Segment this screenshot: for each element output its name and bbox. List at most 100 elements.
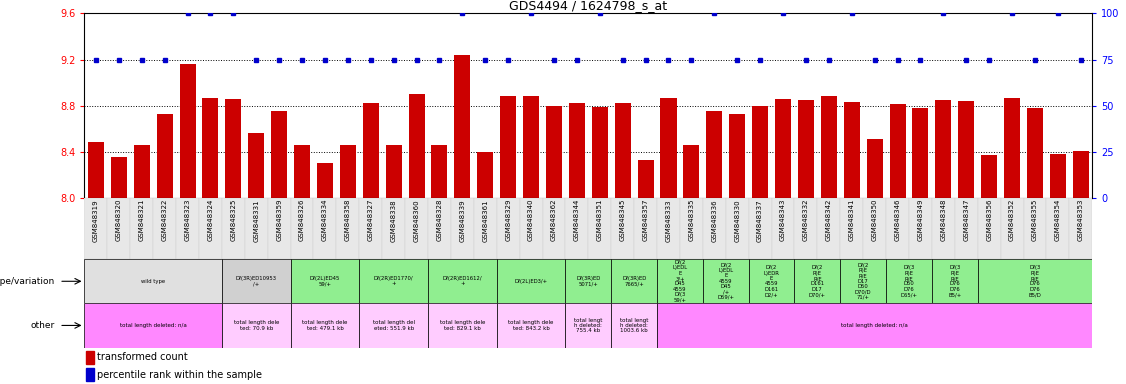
Text: GSM848356: GSM848356: [986, 199, 992, 242]
Text: GSM848336: GSM848336: [712, 199, 717, 242]
Bar: [244, 198, 268, 259]
Bar: [589, 198, 611, 259]
Bar: [84, 259, 222, 303]
Bar: [680, 198, 703, 259]
Bar: [821, 96, 837, 198]
Bar: [817, 198, 840, 259]
Bar: [340, 145, 356, 198]
Text: GSM848319: GSM848319: [93, 199, 99, 242]
Text: Df(2
L)EDL
E
3/+
D45
4559
Df(3
59/+: Df(2 L)EDL E 3/+ D45 4559 Df(3 59/+: [672, 260, 688, 303]
Bar: [611, 259, 658, 303]
Bar: [1001, 198, 1024, 259]
Bar: [565, 303, 611, 348]
Text: transformed count: transformed count: [97, 353, 188, 362]
Bar: [592, 107, 608, 198]
Text: Df(3
R)E
R/E
D76
D76
B5/+: Df(3 R)E R/E D76 D76 B5/+: [948, 265, 962, 297]
Text: GSM848328: GSM848328: [437, 199, 443, 242]
Text: GSM848357: GSM848357: [643, 199, 649, 242]
Bar: [428, 198, 450, 259]
Bar: [497, 198, 519, 259]
Bar: [1070, 198, 1092, 259]
Bar: [749, 259, 795, 303]
Bar: [1049, 154, 1066, 198]
Bar: [658, 198, 680, 259]
Text: GSM848348: GSM848348: [940, 199, 946, 242]
Bar: [795, 259, 840, 303]
Bar: [843, 102, 860, 198]
Text: percentile rank within the sample: percentile rank within the sample: [97, 369, 262, 379]
Text: GSM848350: GSM848350: [872, 199, 877, 242]
Bar: [248, 133, 265, 198]
Bar: [363, 103, 378, 198]
Text: Df(2
L)EDL
E
4559
D45
/+
D59/+: Df(2 L)EDL E 4559 D45 /+ D59/+: [717, 263, 734, 300]
Bar: [1073, 151, 1089, 198]
Bar: [932, 259, 977, 303]
Bar: [864, 198, 886, 259]
Text: GSM848341: GSM848341: [849, 199, 855, 242]
Text: GSM848349: GSM848349: [918, 199, 923, 242]
Text: GSM848320: GSM848320: [116, 199, 122, 242]
Bar: [84, 198, 107, 259]
Bar: [977, 259, 1092, 303]
Bar: [730, 114, 745, 198]
Bar: [382, 198, 405, 259]
Bar: [153, 198, 176, 259]
Text: GSM848353: GSM848353: [1078, 199, 1083, 242]
Text: GSM848362: GSM848362: [551, 199, 557, 242]
Bar: [958, 101, 974, 198]
Bar: [87, 351, 93, 364]
Text: GSM848342: GSM848342: [825, 199, 832, 242]
Text: GSM848359: GSM848359: [276, 199, 283, 242]
Bar: [313, 198, 337, 259]
Text: GSM848345: GSM848345: [619, 199, 626, 242]
Bar: [428, 259, 497, 303]
Bar: [775, 99, 792, 198]
Text: wild type: wild type: [141, 279, 166, 284]
Text: GSM848338: GSM848338: [391, 199, 396, 242]
Text: GSM848322: GSM848322: [162, 199, 168, 242]
Text: Df(3R)ED
7665/+: Df(3R)ED 7665/+: [622, 276, 646, 286]
Text: Df(3R)ED
5071/+: Df(3R)ED 5071/+: [577, 276, 600, 286]
Bar: [84, 303, 222, 348]
Bar: [981, 155, 998, 198]
Bar: [1027, 108, 1043, 198]
Text: Df(3
R)E
R/E
D76
D76
B5/D: Df(3 R)E R/E D76 D76 B5/D: [1028, 265, 1042, 297]
Bar: [199, 198, 222, 259]
Text: GSM848331: GSM848331: [253, 199, 259, 242]
Bar: [886, 259, 932, 303]
Bar: [565, 198, 589, 259]
Text: Df(2R)ED1612/
+: Df(2R)ED1612/ +: [443, 276, 482, 286]
Bar: [658, 259, 703, 303]
Bar: [637, 160, 653, 198]
Bar: [867, 139, 883, 198]
Bar: [268, 198, 291, 259]
Bar: [706, 111, 722, 198]
Text: GSM848354: GSM848354: [1055, 199, 1061, 242]
Bar: [497, 259, 565, 303]
Text: total length dele
ted: 843.2 kb: total length dele ted: 843.2 kb: [508, 320, 554, 331]
Text: total length dele
ted: 479.1 kb: total length dele ted: 479.1 kb: [302, 320, 348, 331]
Bar: [477, 152, 493, 198]
Text: GSM848325: GSM848325: [231, 199, 236, 242]
Bar: [886, 198, 909, 259]
Bar: [634, 198, 658, 259]
Title: GDS4494 / 1624798_s_at: GDS4494 / 1624798_s_at: [509, 0, 668, 12]
Bar: [840, 259, 886, 303]
Text: Df(2
L)EDR
E
4559
D161
D2/+: Df(2 L)EDR E 4559 D161 D2/+: [763, 265, 779, 297]
Bar: [405, 198, 428, 259]
Text: total lengt
h deleted:
1003.6 kb: total lengt h deleted: 1003.6 kb: [620, 318, 649, 333]
Bar: [222, 303, 291, 348]
Text: Df(3
R)E
R/E
D50
D76
D65/+: Df(3 R)E R/E D50 D76 D65/+: [901, 265, 918, 297]
Bar: [565, 259, 611, 303]
Text: genotype/variation: genotype/variation: [0, 277, 55, 286]
Text: GSM848335: GSM848335: [688, 199, 695, 242]
Bar: [337, 198, 359, 259]
Bar: [1004, 98, 1020, 198]
Text: GSM848329: GSM848329: [506, 199, 511, 242]
Text: Df(2
R)E
R/E
D161
D17
D70/+: Df(2 R)E R/E D161 D17 D70/+: [808, 265, 825, 297]
Text: GSM848352: GSM848352: [1009, 199, 1015, 242]
Bar: [683, 145, 699, 198]
Text: total length deleted: n/a: total length deleted: n/a: [841, 323, 908, 328]
Bar: [840, 198, 864, 259]
Bar: [726, 198, 749, 259]
